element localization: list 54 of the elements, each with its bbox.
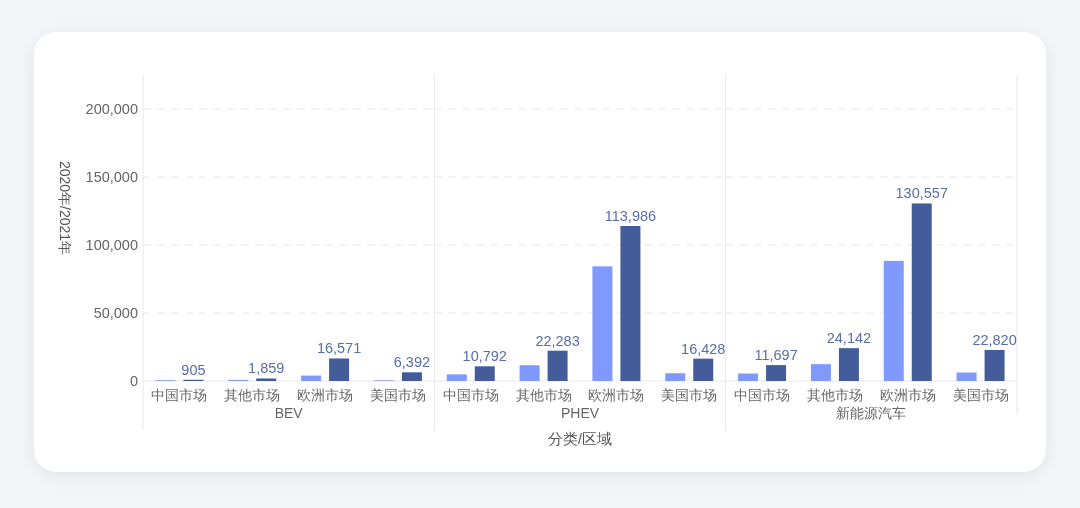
x-tick-label: 其他市场	[806, 388, 863, 403]
x-tick-label: 欧洲市场	[879, 388, 936, 403]
bar	[547, 350, 568, 381]
x-axis-title: 新能源汽车	[836, 405, 907, 421]
bar	[810, 364, 831, 381]
y-tick-label: 0	[129, 373, 138, 389]
bar	[446, 374, 467, 381]
data-label: 113,986	[604, 207, 657, 224]
bar	[474, 366, 495, 381]
bar	[401, 372, 422, 381]
x-tick-label: 美国市场	[661, 388, 718, 403]
y-tick-label: 150,000	[85, 169, 138, 185]
bar	[519, 365, 540, 381]
data-label: 10,792	[462, 348, 507, 365]
data-label: 130,557	[895, 185, 948, 202]
y-tick-label: 200,000	[85, 101, 138, 117]
x-tick-label: 中国市场	[151, 388, 208, 403]
data-label: 6,392	[393, 354, 431, 371]
bar	[620, 225, 641, 381]
x-axis-title: BEV	[274, 405, 304, 421]
bar	[738, 373, 759, 381]
x-axis-title: PHEV	[560, 405, 600, 421]
data-label: 905	[181, 361, 206, 378]
data-label: 11,697	[754, 347, 798, 364]
x-tick-label: 中国市场	[442, 388, 499, 403]
bar	[329, 358, 350, 381]
text: 分类/区域	[547, 431, 613, 447]
bar	[665, 373, 686, 381]
bar	[766, 365, 787, 381]
bar	[592, 266, 613, 381]
x-tick-label: 其他市场	[515, 388, 572, 403]
bar	[984, 349, 1005, 381]
bar	[301, 375, 322, 381]
y-tick-label: 100,000	[85, 237, 138, 253]
y-tick-label: 50,000	[93, 305, 138, 321]
data-label: 1,859	[248, 360, 285, 377]
x-tick-label: 中国市场	[734, 388, 791, 403]
bar	[911, 203, 932, 381]
x-tick-label: 欧洲市场	[588, 388, 645, 403]
bar	[883, 260, 904, 381]
data-label: 16,428	[681, 340, 726, 357]
data-label: 24,142	[826, 330, 872, 347]
data-label: 22,820	[972, 331, 1017, 348]
x-tick-label: 美国市场	[952, 388, 1009, 403]
bar	[838, 348, 859, 381]
x-tick-label: 欧洲市场	[297, 388, 354, 403]
x-tick-label: 其他市场	[224, 388, 281, 403]
x-tick-label: 美国市场	[369, 388, 426, 403]
bar	[693, 358, 714, 381]
y-axis-title: 2020年/2021年	[57, 160, 73, 256]
data-label: 16,571	[316, 340, 362, 357]
bar	[956, 372, 977, 381]
bar	[256, 378, 277, 381]
data-label: 22,283	[535, 332, 580, 349]
